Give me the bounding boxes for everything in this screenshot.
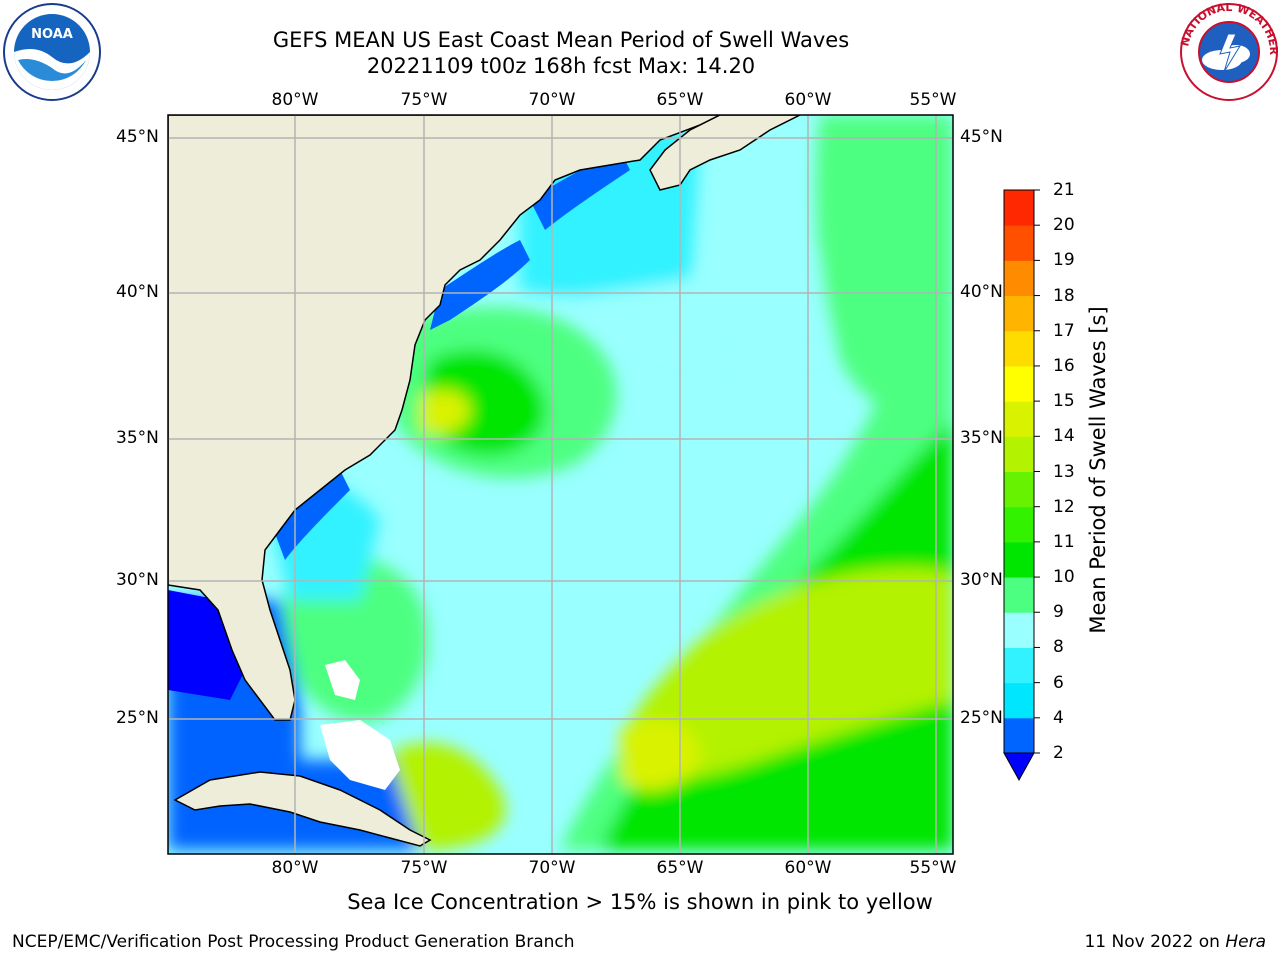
colorbar-bin (1004, 682, 1034, 719)
colorbar-tick-label: 19 (1053, 250, 1075, 271)
colorbar-tick-label: 18 (1053, 285, 1075, 306)
colorbar-bin (1004, 647, 1034, 684)
lat-label-right-30n: 30°N (960, 570, 1003, 590)
footer-credit: NCEP/EMC/Verification Post Processing Pr… (12, 932, 575, 952)
nws-logo: NATIONAL WEATHER SERVICE (1178, 2, 1280, 101)
colorbar-title: Mean Period of Swell Waves [s] (1086, 306, 1110, 634)
swell-period-field (168, 115, 953, 854)
plot-title: GEFS MEAN US East Coast Mean Period of S… (272, 28, 850, 52)
colorbar-bin (1004, 506, 1034, 543)
lon-label-bottom-70w: 70°W (528, 858, 576, 878)
colorbar-tick-label: 2 (1053, 743, 1064, 763)
colorbar-bin (1004, 401, 1034, 437)
colorbar-bin (1004, 190, 1034, 226)
colorbar-tick-label: 16 (1053, 355, 1075, 376)
colorbar-tick-label: 12 (1053, 496, 1075, 517)
colorbar-tick-label: 10 (1053, 567, 1075, 588)
noaa-logo: NOAA (3, 3, 101, 101)
colorbar-tick-label: 9 (1053, 602, 1064, 623)
colorbar-tick-label: 11 (1053, 531, 1075, 552)
lon-label-top-65w: 65°W (656, 90, 704, 110)
lon-label-top-60w: 60°W (784, 90, 832, 110)
lon-label-top-70w: 70°W (528, 90, 576, 110)
colorbar-bin (1004, 471, 1034, 508)
colorbar-extend-arrow (1003, 752, 1035, 782)
colorbar-bin (1004, 577, 1034, 613)
lon-label-top-80w: 80°W (271, 90, 319, 110)
map-frame (167, 114, 954, 855)
colorbar-bin (1004, 365, 1034, 402)
gridlines (168, 115, 953, 854)
lat-label-left-25n: 25°N (116, 708, 159, 728)
lat-label-right-40n: 40°N (960, 282, 1003, 302)
colorbar-bin (1004, 612, 1034, 648)
sea-ice-note: Sea Ice Concentration > 15% is shown in … (347, 890, 933, 914)
lon-label-top-55w: 55°W (909, 90, 957, 110)
colorbar-bin (1004, 436, 1034, 472)
lon-label-bottom-65w: 65°W (656, 858, 704, 878)
lat-label-right-45n: 45°N (960, 127, 1003, 147)
colorbar-bin (1004, 541, 1034, 578)
colorbar-tick-label: 15 (1053, 391, 1075, 412)
colorbar-tick-label: 20 (1053, 215, 1075, 236)
colorbar-tick-label: 17 (1053, 320, 1075, 341)
colorbar-tick-label: 14 (1053, 426, 1075, 447)
colorbar-bin (1004, 225, 1034, 261)
footer-host: Hera (1225, 932, 1266, 952)
lat-label-right-35n: 35°N (960, 428, 1003, 448)
lon-label-bottom-60w: 60°W (784, 858, 832, 878)
lat-label-left-45n: 45°N (116, 127, 159, 147)
lon-label-bottom-55w: 55°W (909, 858, 957, 878)
plot-subtitle: 20221109 t00z 168h fcst Max: 14.20 (366, 54, 756, 78)
colorbar (1003, 189, 1040, 782)
colorbar-tick-label: 13 (1053, 461, 1075, 482)
lon-label-bottom-80w: 80°W (271, 858, 319, 878)
colorbar-bin (1004, 260, 1034, 297)
colorbar-bin (1004, 330, 1034, 367)
colorbar-bin (1004, 717, 1034, 754)
lat-label-left-30n: 30°N (116, 570, 159, 590)
colorbar-tick-label: 6 (1053, 672, 1064, 693)
footer-date: 11 Nov 2022 on Hera (1084, 932, 1266, 952)
colorbar-tick-label: 4 (1053, 707, 1064, 728)
colorbar-tick-label: 21 (1053, 180, 1075, 200)
lon-label-top-75w: 75°W (400, 90, 448, 110)
colorbar-tick-label: 8 (1053, 637, 1064, 658)
footer-date-text: 11 Nov 2022 on (1084, 932, 1220, 952)
colorbar-bin (1004, 295, 1034, 332)
lat-label-right-25n: 25°N (960, 708, 1003, 728)
lat-label-left-40n: 40°N (116, 282, 159, 302)
lat-label-left-35n: 35°N (116, 428, 159, 448)
noaa-text: NOAA (31, 27, 73, 42)
lon-label-bottom-75w: 75°W (400, 858, 448, 878)
